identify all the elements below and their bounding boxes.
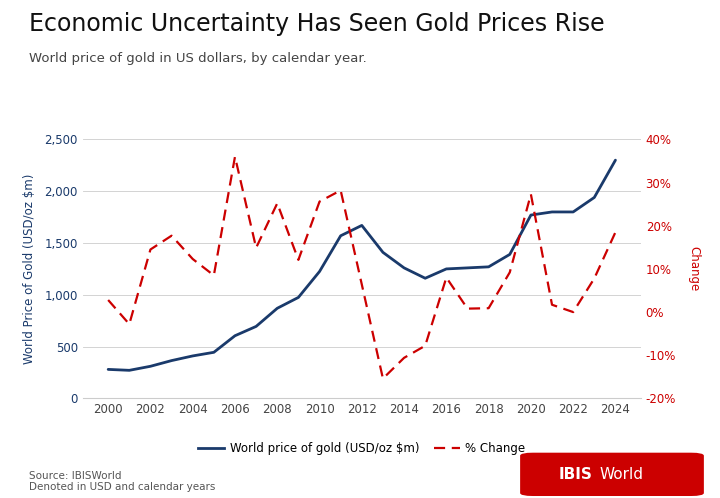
Y-axis label: World Price of Gold (USD/oz $m): World Price of Gold (USD/oz $m) bbox=[23, 174, 36, 364]
Text: Economic Uncertainty Has Seen Gold Prices Rise: Economic Uncertainty Has Seen Gold Price… bbox=[29, 12, 604, 36]
FancyBboxPatch shape bbox=[520, 453, 704, 496]
Text: IBIS: IBIS bbox=[559, 467, 593, 482]
Y-axis label: Change: Change bbox=[687, 247, 700, 291]
Text: World price of gold in US dollars, by calendar year.: World price of gold in US dollars, by ca… bbox=[29, 52, 366, 65]
Legend: World price of gold (USD/oz $m), % Change: World price of gold (USD/oz $m), % Chang… bbox=[193, 437, 531, 460]
Text: Source: IBISWorld
Denoted in USD and calendar years: Source: IBISWorld Denoted in USD and cal… bbox=[29, 471, 215, 492]
Text: World: World bbox=[599, 467, 644, 482]
